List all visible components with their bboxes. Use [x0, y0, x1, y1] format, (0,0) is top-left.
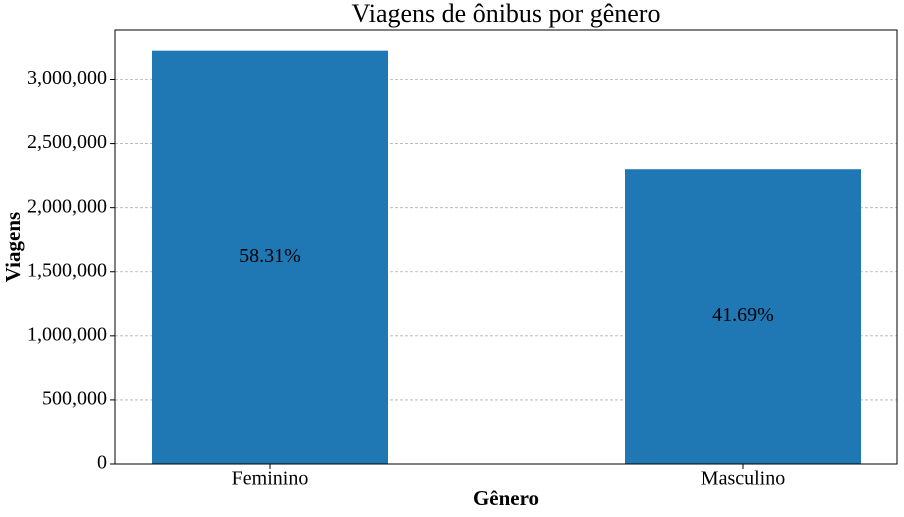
y-tick-label: 2,000,000	[27, 195, 107, 217]
x-tick-label: Feminino	[232, 468, 309, 490]
y-axis-label: Viagens	[1, 212, 25, 282]
y-tick-label: 3,000,000	[27, 67, 107, 89]
bar	[152, 50, 388, 465]
plot-frame	[114, 29, 898, 465]
chart-title: Viagens de ônibus por gênero	[352, 0, 661, 28]
bar-annotation: 58.31%	[239, 245, 301, 267]
x-axis-label: Gênero	[473, 486, 539, 510]
y-tick-label: 1,000,000	[27, 323, 107, 345]
y-tick-label: 2,500,000	[27, 131, 107, 153]
y-tick-label: 1,500,000	[27, 259, 107, 281]
y-tick-label: 0	[97, 452, 107, 474]
x-tick-label: Masculino	[701, 468, 785, 490]
y-tick-label: 500,000	[42, 388, 107, 410]
bar-annotation: 41.69%	[712, 304, 774, 326]
bar	[625, 169, 861, 464]
